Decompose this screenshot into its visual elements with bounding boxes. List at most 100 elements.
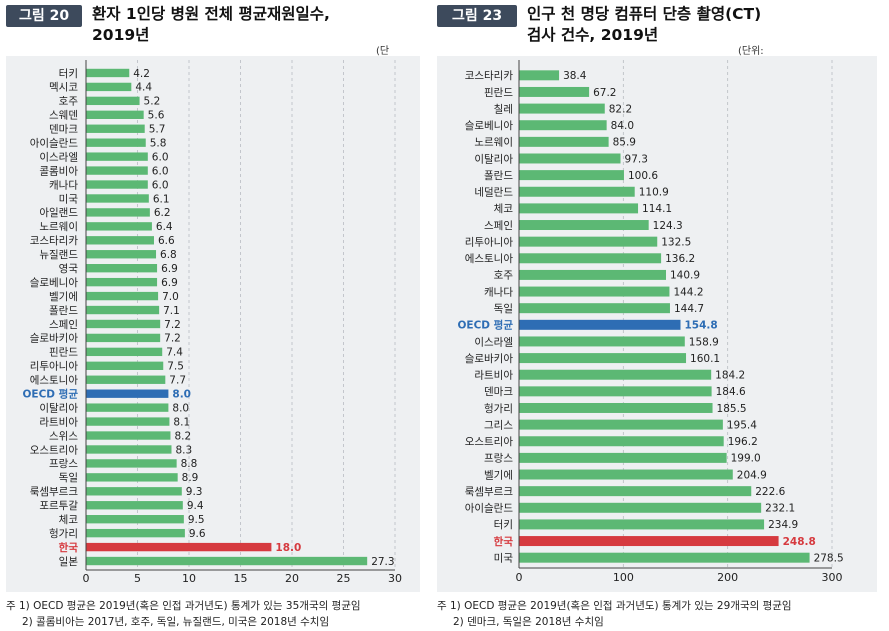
value-label-right-17: 160.1 <box>690 353 720 365</box>
category-label-left-24: 이탈리아 <box>39 401 78 414</box>
bar-left-8 <box>86 180 148 189</box>
bar-left-28 <box>86 459 177 468</box>
value-label-left-27: 8.3 <box>175 444 192 456</box>
bar-right-28 <box>519 536 779 547</box>
category-label-left-11: 노르웨이 <box>39 221 78 233</box>
bar-left-3 <box>86 110 144 119</box>
x-tick-label-right-1: 100 <box>613 571 634 584</box>
value-label-right-0: 38.4 <box>563 70 587 82</box>
value-label-left-34: 18.0 <box>275 542 301 554</box>
bar-left-7 <box>86 166 148 175</box>
bar-left-27 <box>86 445 172 454</box>
value-label-left-30: 9.3 <box>186 486 203 498</box>
chart-title-left: 환자 1인당 병원 전체 평균재원일수, 2019년 <box>92 4 422 46</box>
bar-left-30 <box>86 487 182 496</box>
category-label-right-16: 이스라엘 <box>474 335 513 348</box>
category-label-right-2: 칠레 <box>494 103 513 115</box>
bar-left-13 <box>86 250 157 259</box>
bar-left-18 <box>86 319 161 329</box>
bar-right-9 <box>519 220 649 231</box>
value-label-right-14: 144.7 <box>674 303 704 315</box>
bar-left-31 <box>86 501 183 510</box>
category-label-left-1: 멕시코 <box>49 82 78 94</box>
category-label-left-2: 호주 <box>59 96 79 108</box>
bar-right-12 <box>519 269 667 280</box>
value-label-left-5: 5.8 <box>150 137 167 149</box>
category-label-left-30: 룩셈부르크 <box>30 486 79 498</box>
value-label-right-22: 196.2 <box>728 436 758 448</box>
x-tick-label-left-2: 10 <box>182 572 196 585</box>
bar-left-10 <box>86 208 150 217</box>
category-label-right-11: 에스토니아 <box>465 253 514 265</box>
category-label-left-18: 스페인 <box>49 319 78 331</box>
value-label-right-18: 184.2 <box>715 370 745 382</box>
bar-left-1 <box>86 82 132 92</box>
category-label-right-4: 노르웨이 <box>474 137 513 149</box>
category-label-right-9: 스페인 <box>484 220 513 232</box>
value-label-right-21: 195.4 <box>727 419 757 431</box>
value-label-right-1: 67.2 <box>593 87 616 99</box>
category-label-right-29: 미국 <box>494 552 514 564</box>
category-label-right-28: 한국 <box>494 535 514 548</box>
category-label-left-31: 포르투갈 <box>39 499 78 512</box>
chart-title-left-line1: 환자 1인당 병원 전체 평균재원일수, <box>92 5 330 23</box>
bar-left-32 <box>86 515 184 524</box>
x-tick-label-left-1: 5 <box>134 572 141 585</box>
category-label-right-5: 이탈리아 <box>474 152 513 165</box>
bar-left-21 <box>86 361 164 370</box>
bar-right-8 <box>519 203 639 214</box>
bar-right-0 <box>519 70 560 81</box>
category-label-left-21: 리투아니아 <box>30 361 79 373</box>
value-label-right-10: 132.5 <box>661 236 691 248</box>
category-label-right-12: 호주 <box>494 270 514 282</box>
category-label-left-6: 이스라엘 <box>39 150 78 163</box>
category-label-left-9: 미국 <box>59 193 79 205</box>
bar-right-10 <box>519 236 658 247</box>
value-label-right-23: 199.0 <box>731 453 761 465</box>
category-label-right-10: 리투아니아 <box>465 236 514 248</box>
category-label-right-13: 캐나다 <box>484 286 513 298</box>
bar-right-4 <box>519 136 609 147</box>
x-tick-label-left-3: 15 <box>234 572 248 585</box>
value-label-left-31: 9.4 <box>187 500 204 512</box>
value-label-left-4: 5.7 <box>149 124 166 136</box>
bar-left-22 <box>86 375 166 384</box>
bar-right-24 <box>519 469 733 480</box>
bar-left-14 <box>86 264 158 273</box>
category-label-right-18: 라트비아 <box>474 370 513 382</box>
bar-right-27 <box>519 519 765 530</box>
value-label-right-2: 82.2 <box>609 103 632 115</box>
bar-left-23 <box>86 389 169 398</box>
value-label-right-29: 278.5 <box>814 552 844 564</box>
category-label-left-5: 아이슬란드 <box>30 137 79 149</box>
value-label-left-11: 6.4 <box>156 221 173 233</box>
footnote-right: 주 1) OECD 평균은 2019년(혹은 인접 과거년도) 통계가 있는 2… <box>437 598 887 630</box>
category-label-right-27: 터키 <box>494 519 513 531</box>
value-label-left-6: 6.0 <box>152 151 169 163</box>
category-label-left-16: 벨기에 <box>49 291 78 303</box>
bar-right-7 <box>519 186 635 197</box>
value-label-left-20: 7.4 <box>166 347 183 359</box>
bar-left-0 <box>86 68 130 78</box>
category-label-right-14: 독일 <box>494 302 513 315</box>
footnote-left-line2: 2) 콜롬비아는 2017년, 호주, 독일, 뉴질랜드, 미국은 2018년 … <box>22 616 330 628</box>
category-label-left-25: 라트비아 <box>39 416 78 428</box>
category-label-right-24: 벨기에 <box>484 469 513 481</box>
category-label-left-0: 터키 <box>59 68 78 80</box>
value-label-left-7: 6.0 <box>152 165 169 177</box>
category-label-left-13: 뉴질랜드 <box>39 249 78 261</box>
bar-right-1 <box>519 86 590 97</box>
value-label-right-5: 97.3 <box>625 153 648 165</box>
value-label-left-23: 8.0 <box>172 388 191 400</box>
bar-left-16 <box>86 291 159 301</box>
bar-right-14 <box>519 303 670 314</box>
category-label-left-28: 프랑스 <box>49 458 78 470</box>
value-label-left-16: 7.0 <box>162 291 179 303</box>
value-label-left-21: 7.5 <box>167 361 184 373</box>
bar-right-23 <box>519 452 727 463</box>
value-label-left-3: 5.6 <box>148 110 165 122</box>
value-label-left-25: 8.1 <box>173 416 190 428</box>
value-label-right-26: 232.1 <box>765 503 795 515</box>
category-label-left-10: 아일랜드 <box>39 206 78 219</box>
value-label-right-25: 222.6 <box>755 486 785 498</box>
